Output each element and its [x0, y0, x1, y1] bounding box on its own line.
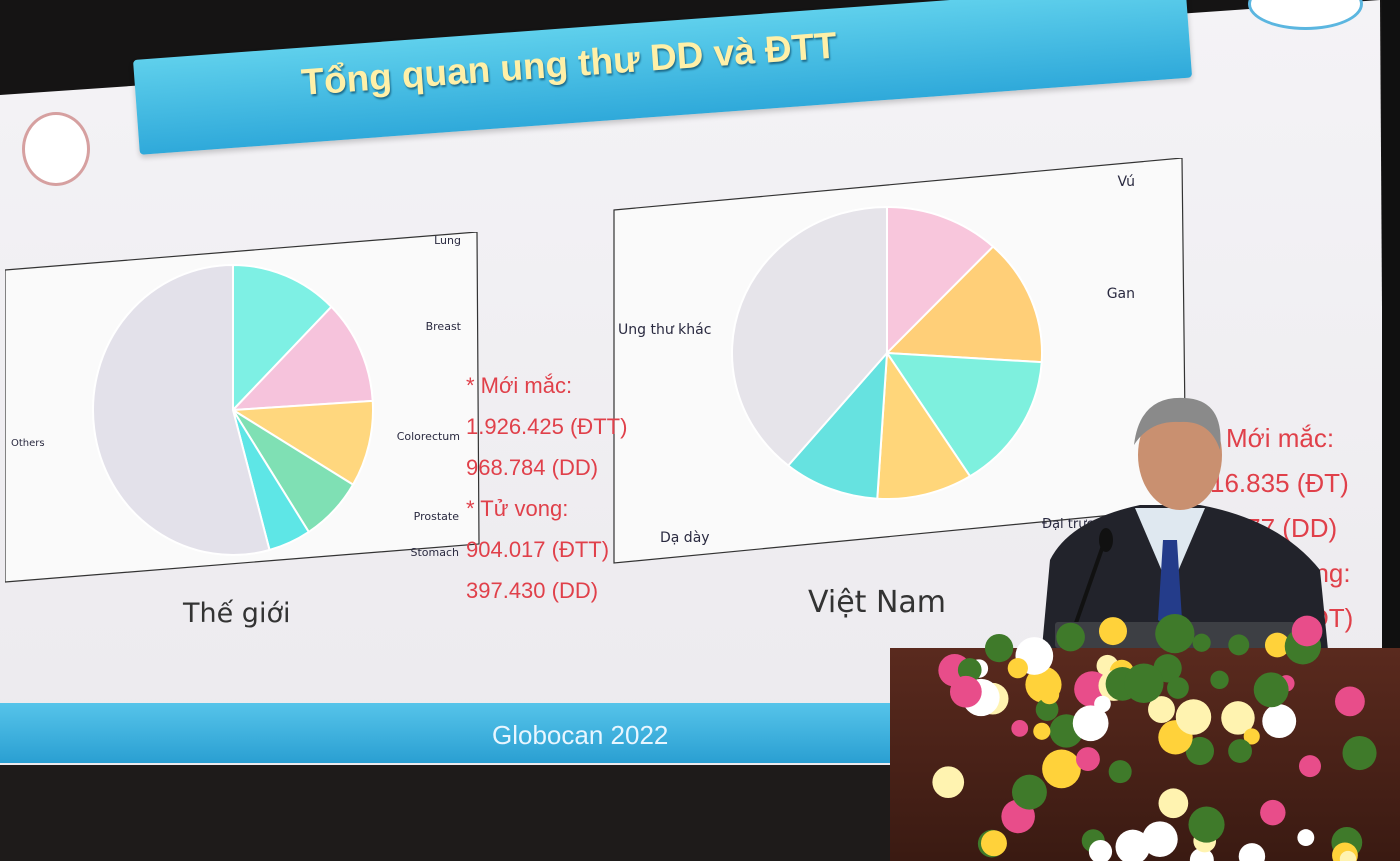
pie-label: Breast — [426, 320, 462, 333]
flower — [1254, 672, 1289, 707]
pie-label: Vú — [1118, 174, 1136, 190]
flower — [1109, 760, 1132, 783]
pie-label: Prostate — [414, 510, 460, 523]
world-caption: Thế giới — [183, 598, 290, 629]
flower — [1159, 788, 1189, 818]
flower — [1167, 677, 1189, 699]
flower — [1262, 704, 1296, 738]
stat-line: * Mới mắc: — [466, 365, 627, 406]
pie-label: Ung thư khác — [618, 322, 711, 338]
flower — [1335, 686, 1365, 716]
flower — [1033, 723, 1050, 740]
flower-arrangement — [840, 590, 1400, 861]
flower — [1193, 634, 1211, 652]
flower — [1011, 720, 1028, 737]
pie-label: Others — [11, 438, 45, 449]
flower — [1342, 736, 1376, 770]
stat-line: 397.430 (DD) — [466, 570, 627, 611]
flower — [1292, 616, 1323, 647]
stat-line: 904.017 (ĐTT) — [466, 529, 627, 570]
society-logo — [22, 112, 90, 186]
flower — [1056, 623, 1085, 652]
flower — [1076, 747, 1100, 771]
flower — [981, 830, 1007, 856]
flower — [1239, 843, 1265, 861]
flower — [1228, 634, 1249, 655]
world-pie-chart: Lung Breast Colorectum Prostate Stomach Other… — [5, 232, 485, 587]
flower — [1188, 807, 1224, 843]
flower — [1099, 617, 1127, 645]
flower — [1008, 658, 1028, 678]
flower — [1040, 685, 1060, 705]
flower — [1260, 800, 1285, 825]
flower — [1094, 696, 1111, 713]
flower — [985, 634, 1013, 662]
flower — [1176, 699, 1211, 734]
microphone — [1099, 528, 1113, 552]
footer-source: Globocan 2022 — [492, 720, 668, 751]
flower — [1297, 829, 1314, 846]
pie-label: Colorectum — [397, 430, 460, 443]
flower — [1299, 755, 1321, 777]
pie-label: Lung — [434, 234, 461, 247]
flower — [1012, 775, 1047, 810]
flower — [1042, 750, 1081, 789]
flower — [934, 773, 953, 792]
pie-label: Dạ dày — [660, 530, 710, 546]
stat-line: * Tử vong: — [466, 488, 627, 529]
stat-line: 1.926.425 (ĐTT) — [466, 406, 627, 447]
world-stats: * Mới mắc: 1.926.425 (ĐTT) 968.784 (DD) … — [466, 365, 627, 611]
flower — [1155, 614, 1194, 653]
pie-label: Stomach — [410, 546, 459, 559]
flower — [1228, 739, 1252, 763]
flower — [1210, 671, 1228, 689]
flower — [1124, 664, 1163, 703]
pie-label: Gan — [1107, 286, 1135, 302]
stat-line: 968.784 (DD) — [466, 447, 627, 488]
flower — [950, 676, 982, 708]
